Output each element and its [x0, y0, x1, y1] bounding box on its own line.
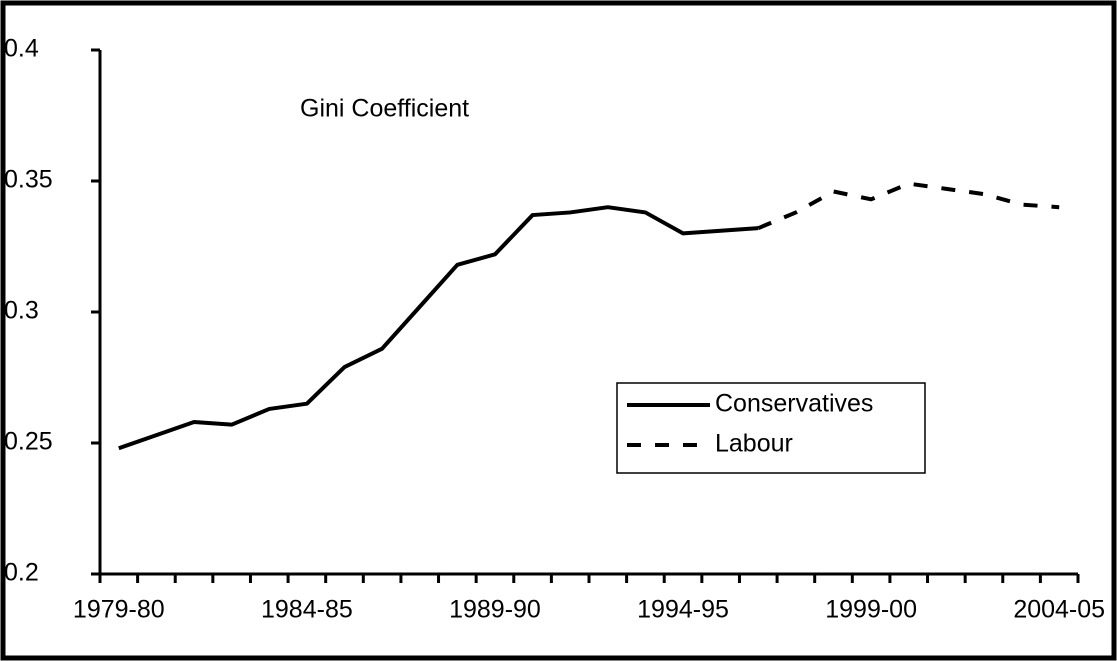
annotation: Gini Coefficient — [300, 95, 469, 123]
series-line — [118, 205, 759, 451]
x-tick-label: 2004-05 — [1013, 596, 1105, 624]
x-tick-label: 1979-80 — [73, 596, 165, 624]
legend-label: Conservatives — [715, 390, 873, 418]
y-tick-label: 0.35 — [4, 166, 53, 194]
x-tick-label: 1984-85 — [261, 596, 353, 624]
x-tick-label: 1999-00 — [825, 596, 917, 624]
y-tick-label: 0.3 — [4, 297, 39, 325]
legend-label: Labour — [715, 430, 793, 458]
y-tick-label: 0.2 — [4, 559, 39, 587]
series-line — [757, 181, 1060, 231]
legend-box — [616, 382, 926, 474]
y-tick-label: 0.25 — [4, 428, 53, 456]
x-tick-label: 1989-90 — [449, 596, 541, 624]
y-tick-label: 0.4 — [4, 35, 39, 63]
x-tick-label: 1994-95 — [637, 596, 729, 624]
